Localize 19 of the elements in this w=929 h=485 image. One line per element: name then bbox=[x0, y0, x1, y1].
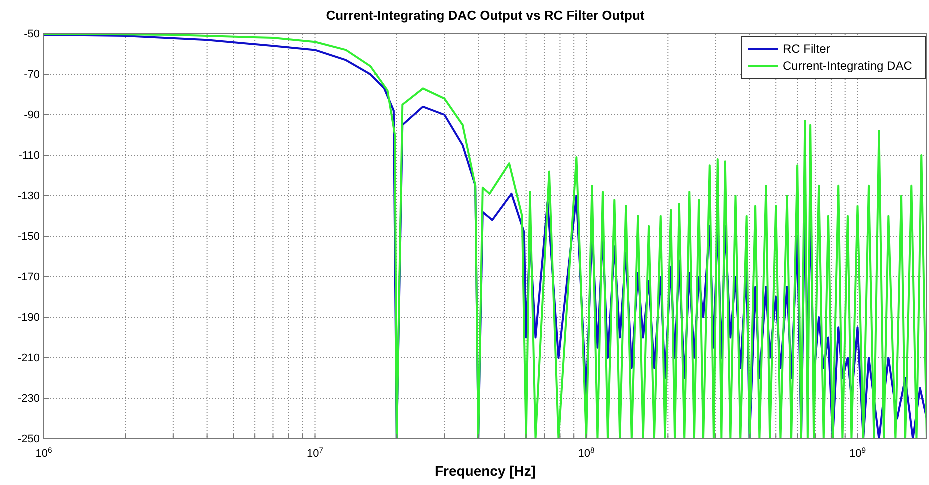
y-tick-label: -50 bbox=[24, 28, 40, 41]
y-tick-label: -90 bbox=[24, 110, 40, 122]
y-tick-label: -210 bbox=[18, 352, 40, 365]
x-tick-label: 10$^{7}$ bbox=[306, 445, 324, 460]
y-tick-label: -250 bbox=[18, 434, 40, 446]
x-tick-label: 10$^{8}$ bbox=[578, 445, 595, 460]
x-axis-title: Frequency [Hz] bbox=[434, 463, 536, 479]
y-tick-label: -190 bbox=[18, 312, 40, 324]
legend-label: Current-Integrating DAC bbox=[783, 59, 913, 73]
y-tick-label: -230 bbox=[18, 393, 40, 406]
x-tick-label: 10$^{9}$ bbox=[849, 445, 866, 460]
y-tick-label: -130 bbox=[18, 190, 40, 203]
y-tick-label: -110 bbox=[18, 150, 40, 162]
y-tick-label: -170 bbox=[18, 272, 40, 284]
legend-label: RC Filter bbox=[783, 42, 830, 56]
chart-title: Current-Integrating DAC Output vs RC Filter Output bbox=[326, 8, 646, 23]
y-tick-label: -70 bbox=[24, 69, 40, 82]
x-tick-label: 10$^{6}$ bbox=[36, 445, 52, 460]
y-tick-label: -150 bbox=[18, 231, 40, 244]
